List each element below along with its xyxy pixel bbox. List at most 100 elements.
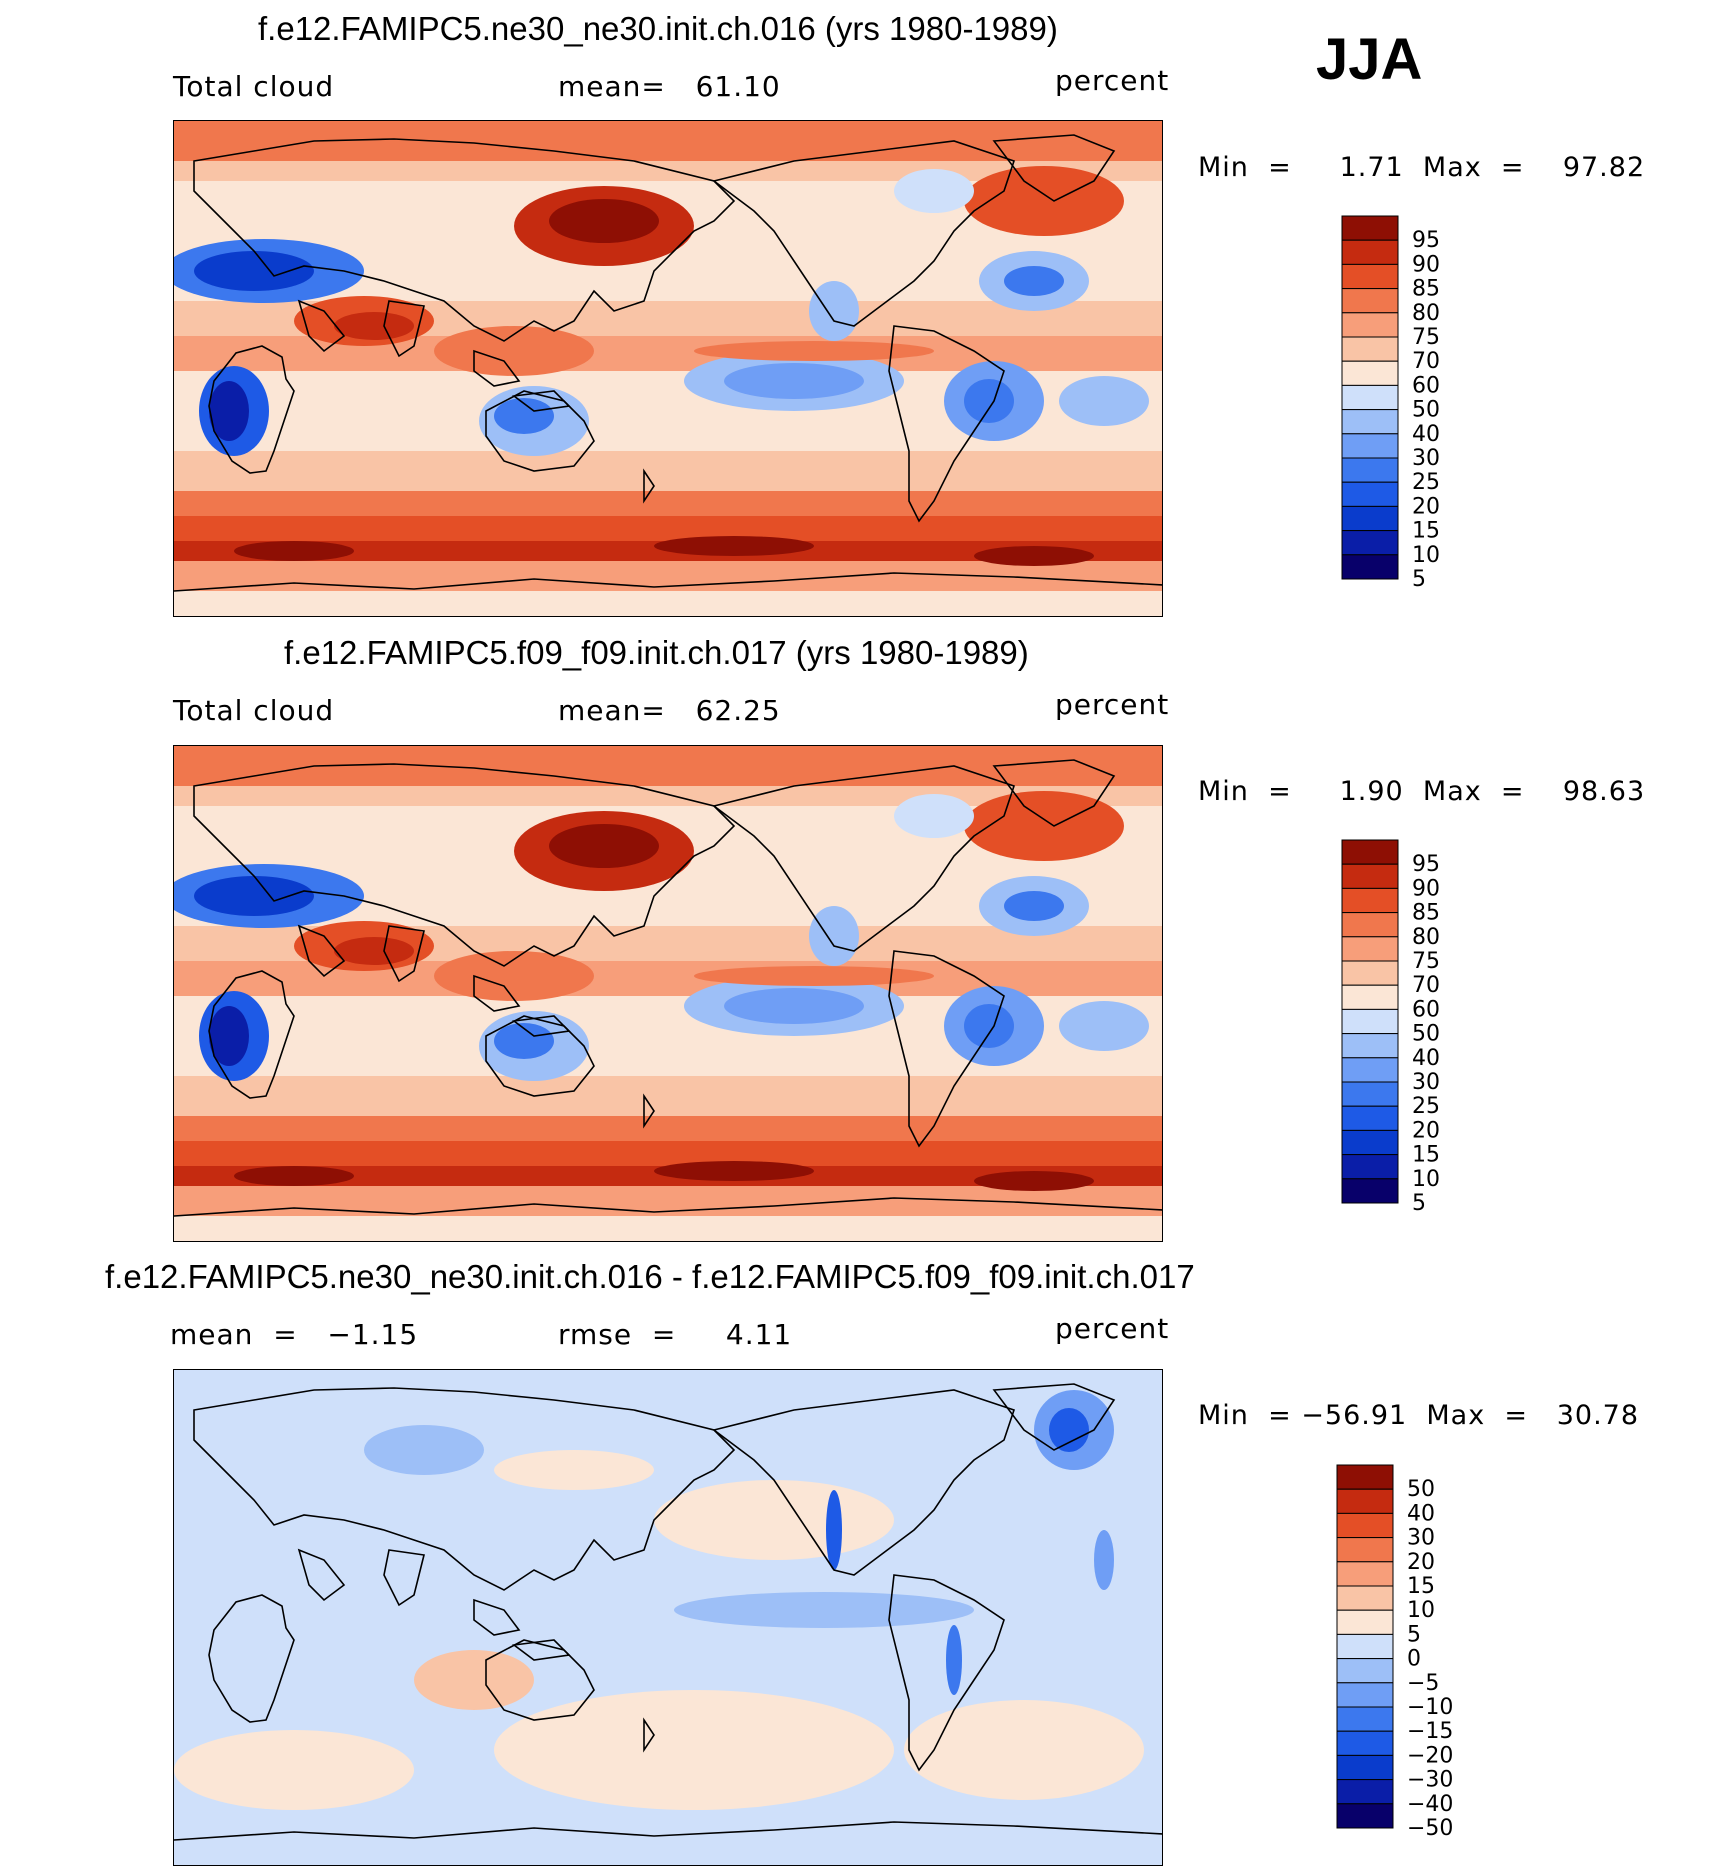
panel2-map [173,745,1163,1242]
colorbar-tick-label: 30 [1407,1526,1435,1551]
colorbar-box [1341,984,1399,1010]
field-blob [1049,1408,1089,1452]
field-blob [334,312,414,340]
field-blob [494,398,554,434]
panel1-map [173,120,1163,617]
colorbar-tick-label: 5 [1412,1191,1426,1216]
field-blob [694,341,934,361]
field-blob [209,381,249,441]
colorbar-tick-label: 90 [1412,252,1440,277]
coastline [485,390,595,472]
colorbar-tick-label: 60 [1412,997,1440,1022]
coastline [383,1549,425,1607]
colorbar-tick-label: 10 [1407,1598,1435,1623]
panel3-field [174,1370,1162,1865]
colorbar-box [1341,912,1399,938]
colorbar-tick-label: 25 [1412,1094,1440,1119]
field-band [174,1216,1162,1241]
colorbar-tick-label: 0 [1407,1647,1421,1672]
coastline [297,924,346,978]
colorbar-box [1341,336,1399,362]
field-blob [234,1166,354,1186]
coastline [888,950,1005,1148]
field-band [174,451,1162,491]
colorbar-tick-label: 60 [1412,373,1440,398]
colorbar-tick-label: 20 [1412,494,1440,519]
coastline [992,134,1116,202]
colorbar-box [1336,1754,1394,1781]
colorbar-tick-label: −20 [1407,1743,1453,1768]
field-blob [724,363,864,399]
season-label: JJA [1316,27,1423,92]
colorbar-box [1336,1682,1394,1708]
field-blob [194,876,314,916]
field-blob [494,1690,894,1810]
colorbar-tick-label: 15 [1407,1574,1435,1599]
coastline [193,763,736,967]
field-blob [414,1650,534,1710]
colorbar-box [1336,1803,1394,1829]
colorbar-box [1341,530,1399,556]
colorbar-box [1341,457,1399,483]
field-blob [964,791,1124,861]
field-blob [724,988,864,1024]
colorbar-box [1341,1129,1399,1156]
coastline [383,925,425,983]
colorbar-box [1336,1464,1394,1490]
field-blob [549,824,659,868]
colorbar-tick-label: 75 [1412,949,1440,974]
colorbar-box [1336,1609,1394,1635]
colorbar-box [1336,1512,1394,1539]
coastline [174,572,1162,592]
field-blob [209,1006,249,1066]
colorbar-tick-label: 40 [1407,1501,1435,1526]
field-blob [809,281,859,341]
field-blob [654,536,814,556]
colorbar-tick-label: −50 [1407,1816,1453,1841]
field-blob [364,1425,484,1475]
colorbar-box [1341,1033,1399,1059]
colorbar-tick-label: 20 [1407,1550,1435,1575]
coastline [174,1821,1162,1841]
colorbar-box [1341,1105,1399,1131]
field-blob [194,251,314,291]
colorbar-tick-label: −10 [1407,1695,1453,1720]
colorbar-tick-label: 10 [1412,1167,1440,1192]
colorbar-tick-label: 50 [1412,1022,1440,1047]
colorbar-tick-label: 80 [1412,925,1440,950]
field-blob [1059,376,1149,426]
colorbar-box [1341,863,1399,889]
field-blob [894,169,974,213]
panel3-minmax: Min = −56.91 Max = 30.78 [1198,1400,1640,1431]
coastline [208,345,295,474]
colorbar-box [1336,1488,1394,1514]
colorbar-box [1336,1730,1394,1756]
coastline [712,765,1016,952]
panel3-colorbar: 50 40 30 20 15 10 5 0 −5 −10 −15 −20 −30 −40 −50 [1336,1464,1487,1841]
panel1-units-label: percent [1055,64,1170,97]
colorbar-box [1336,1585,1394,1611]
field-blob [1094,1530,1114,1590]
panel2-variable-label: Total cloud [173,694,335,727]
field-blob [674,1592,974,1628]
colorbar-box [1341,1057,1399,1083]
colorbar-box [1341,554,1399,580]
panel1-field [174,121,1162,616]
colorbar-tick-label: 15 [1412,519,1440,544]
colorbar-box [1336,1633,1394,1660]
panel1-minmax: Min = 1.71 Max = 97.82 [1198,152,1646,183]
field-blob [494,1023,554,1059]
field-blob [1004,891,1064,921]
field-blob [974,1171,1094,1191]
colorbar-box [1341,505,1399,532]
panel2-units-label: percent [1055,688,1170,721]
colorbar-tick-label: 75 [1412,325,1440,350]
coastline [473,1598,521,1636]
colorbar-tick-label: 15 [1412,1143,1440,1168]
colorbar-tick-label: 70 [1412,349,1440,374]
coastline [297,299,346,353]
field-blob [904,1700,1144,1800]
field-blob [946,1625,962,1695]
colorbar-tick-label: 50 [1407,1477,1435,1502]
